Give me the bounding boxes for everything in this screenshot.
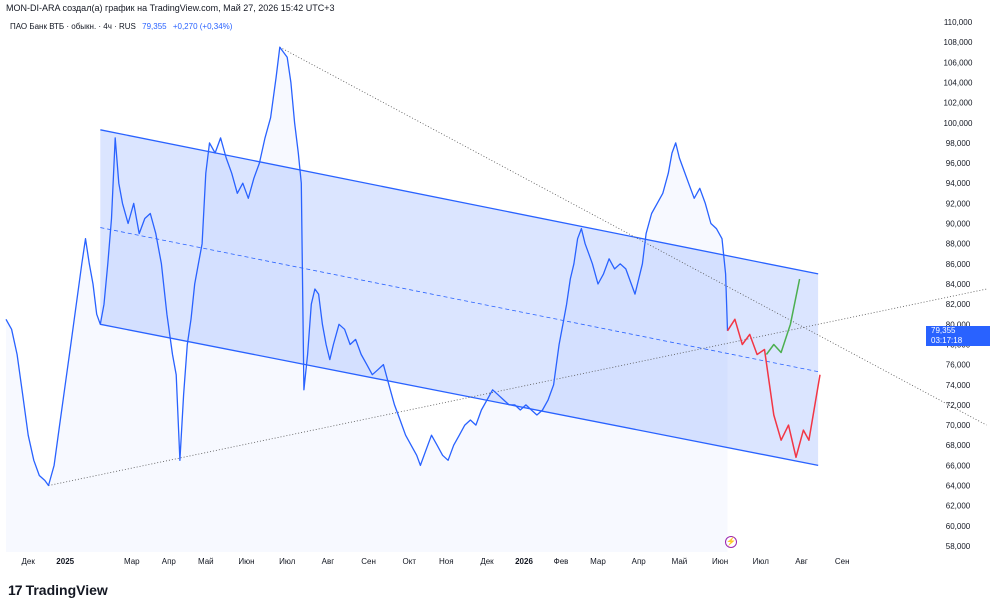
y-tick-label: 60,000 xyxy=(946,522,971,531)
y-tick-label: 88,000 xyxy=(946,240,971,249)
x-tick-label: Фев xyxy=(554,557,569,566)
symbol-legend: ПАО Банк ВТБ · обыкн. · 4ч · RUS 79,355 … xyxy=(10,22,232,31)
price-area-fill xyxy=(6,47,728,552)
current-price-tag: 79,355 03:17:18 xyxy=(926,326,990,346)
price-axis[interactable]: 58,000 60,000 62,000 64,000 66,000 68,000 70,0… xyxy=(944,18,973,551)
y-tick-label: 86,000 xyxy=(946,260,971,269)
y-tick-label: 108,000 xyxy=(944,38,973,47)
x-tick-label: Май xyxy=(198,557,214,566)
y-tick-label: 110,000 xyxy=(944,18,973,27)
y-tick-label: 106,000 xyxy=(944,58,973,67)
y-tick-label: 102,000 xyxy=(944,99,973,108)
x-tick-label: Ноя xyxy=(439,557,454,566)
x-tick-label: Июн xyxy=(712,557,728,566)
y-tick-label: 62,000 xyxy=(946,502,971,511)
regression-channel xyxy=(100,129,819,467)
x-tick-label: 2026 xyxy=(515,557,533,566)
y-tick-label: 58,000 xyxy=(946,542,971,551)
y-tick-label: 96,000 xyxy=(946,159,971,168)
y-tick-label: 104,000 xyxy=(944,78,973,87)
x-tick-label: Июл xyxy=(279,557,296,566)
channel-lower-line xyxy=(100,323,819,467)
price-change: +0,270 (+0,34%) xyxy=(172,22,233,31)
y-tick-label: 68,000 xyxy=(946,441,971,450)
y-tick-label: 70,000 xyxy=(946,421,971,430)
x-tick-label: Авг xyxy=(795,557,808,566)
area-under-price xyxy=(6,47,728,552)
tradingview-wordmark: TradingView xyxy=(25,582,108,598)
y-tick-label: 76,000 xyxy=(946,361,971,370)
x-tick-label: Мар xyxy=(124,557,140,566)
y-tick-label: 66,000 xyxy=(946,461,971,470)
y-tick-label: 98,000 xyxy=(946,139,971,148)
current-price-value: 79,355 xyxy=(931,326,956,335)
trend-lines xyxy=(48,46,987,486)
x-tick-label: Дек xyxy=(480,557,494,566)
lightning-icon[interactable]: ⚡ xyxy=(725,536,737,548)
channel-fill xyxy=(100,129,819,466)
y-tick-label: 74,000 xyxy=(946,381,971,390)
x-tick-label: Сен xyxy=(835,557,850,566)
x-tick-label: Июн xyxy=(238,557,254,566)
channel-middle-line xyxy=(100,227,819,373)
forecast_up-line xyxy=(765,278,801,355)
x-tick-label: Сен xyxy=(361,557,376,566)
x-tick-label: Мар xyxy=(590,557,606,566)
price-line xyxy=(5,46,729,487)
tradingview-logo[interactable]: 17 TradingView xyxy=(8,582,108,598)
dotted-trend-line-1 xyxy=(48,288,987,486)
x-tick-label: Дек xyxy=(22,557,36,566)
time-axis[interactable]: Дек 2025 Мар Апр Май Июн Июл Авг Сен Окт Ноя Дек 202… xyxy=(22,557,850,566)
price-series xyxy=(5,46,821,487)
bar-countdown: 03:17:18 xyxy=(931,336,963,345)
y-tick-label: 84,000 xyxy=(946,280,971,289)
x-tick-label: Апр xyxy=(162,557,177,566)
y-tick-label: 94,000 xyxy=(946,179,971,188)
y-tick-label: 64,000 xyxy=(946,482,971,491)
tradingview-mark: 17 xyxy=(8,582,23,598)
symbol-name: ПАО Банк ВТБ · обыкн. · 4ч · RUS xyxy=(10,22,136,31)
x-tick-label: Окт xyxy=(403,557,417,566)
chart-author-line: MON-DI-ARA создал(а) график на TradingVi… xyxy=(6,3,335,13)
x-tick-label: Авг xyxy=(322,557,335,566)
x-tick-label: Июл xyxy=(753,557,770,566)
x-tick-label: Апр xyxy=(632,557,647,566)
y-tick-label: 82,000 xyxy=(946,300,971,309)
x-tick-label: 2025 xyxy=(56,557,74,566)
last-price: 79,355 xyxy=(142,22,167,31)
channel-upper-line xyxy=(100,129,819,275)
y-tick-label: 90,000 xyxy=(946,220,971,229)
forecast_down-line xyxy=(726,318,821,459)
y-tick-label: 72,000 xyxy=(946,401,971,410)
y-tick-label: 80,000 xyxy=(946,320,971,329)
y-tick-label: 92,000 xyxy=(946,199,971,208)
x-tick-label: Май xyxy=(672,557,688,566)
y-tick-label: 100,000 xyxy=(944,119,973,128)
